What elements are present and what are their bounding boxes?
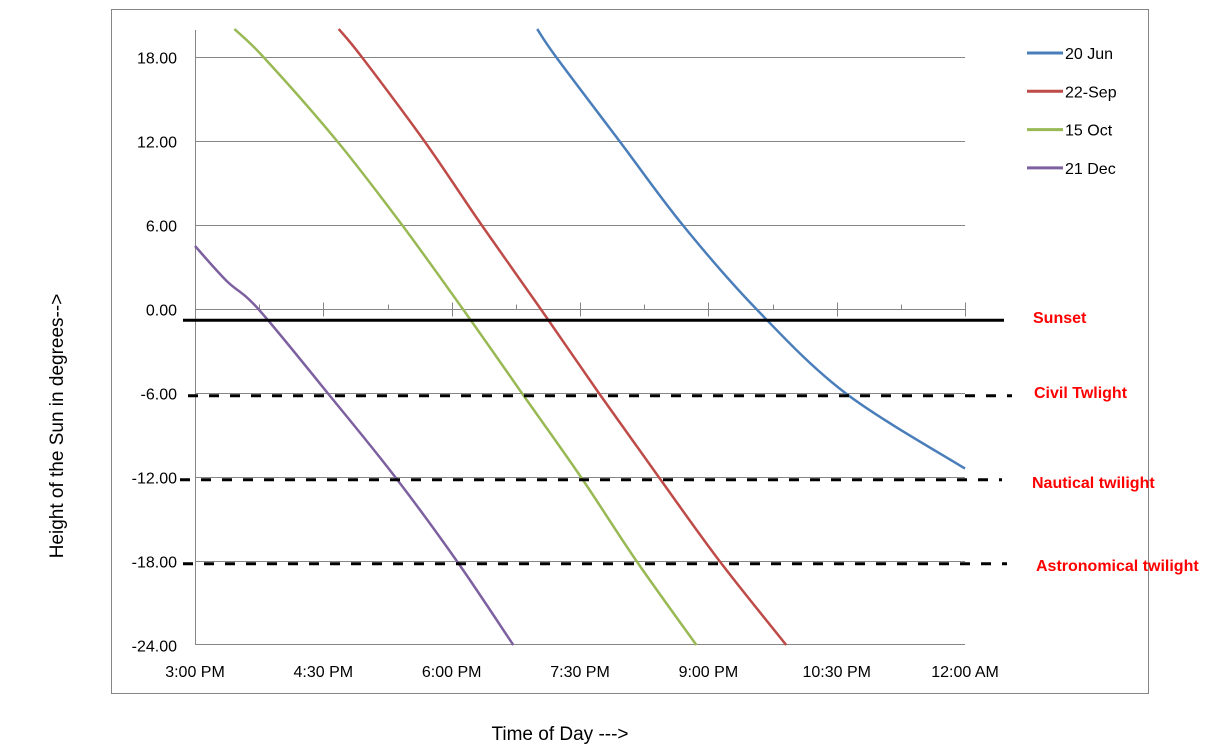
y-tick-label: -6.00 xyxy=(141,387,178,404)
chart-frame xyxy=(111,9,1149,694)
series-line-15-oct xyxy=(233,28,698,646)
y-tick-label: 0.00 xyxy=(146,303,177,320)
x-tick-label: 10:30 PM xyxy=(802,664,870,681)
x-tick-label: 7:30 PM xyxy=(550,664,610,681)
y-tick-label: 12.00 xyxy=(137,135,177,152)
y-tick-label: 18.00 xyxy=(137,51,177,68)
series-line-22-sep xyxy=(337,28,788,646)
x-tick-label: 9:00 PM xyxy=(679,664,739,681)
threshold-label: Astronomical twilight xyxy=(1036,558,1199,575)
threshold-label: Nautical twilight xyxy=(1032,475,1155,492)
threshold-label: Civil Twlight xyxy=(1034,385,1128,402)
x-axis-tick-labels: 3:00 PM 4:30 PM 6:00 PM 7:30 PM 9:00 PM 10:30… xyxy=(165,664,999,681)
series-line-21-dec xyxy=(194,245,515,646)
y-tick-label: -12.00 xyxy=(132,471,177,488)
y-tick-label: -18.00 xyxy=(132,555,177,572)
data-series xyxy=(194,28,966,646)
legend-label: 21 Dec xyxy=(1065,161,1116,178)
legend: 20 Jun 22-Sep 15 Oct 21 Dec xyxy=(1027,46,1117,178)
legend-label: 20 Jun xyxy=(1065,46,1113,63)
legend-label: 22-Sep xyxy=(1065,84,1117,101)
y-tick-label: 6.00 xyxy=(146,219,177,236)
series-line-20-jun xyxy=(536,28,966,470)
y-axis-tick-labels: 18.00 12.00 6.00 0.00 -6.00 -12.00 -18.00 -24.0… xyxy=(132,51,177,656)
y-tick-label: -24.00 xyxy=(132,639,177,656)
x-tick-label: 6:00 PM xyxy=(422,664,482,681)
threshold-lines: Sunset Civil Twlight Nautical twilight Astr… xyxy=(180,310,1199,575)
x-tick-label: 4:30 PM xyxy=(294,664,354,681)
x-axis-title: Time of Day ---> xyxy=(491,724,628,745)
x-tick-label: 3:00 PM xyxy=(165,664,225,681)
threshold-label: Sunset xyxy=(1033,310,1087,327)
legend-label: 15 Oct xyxy=(1065,123,1113,140)
y-axis-title: Height of the Sun in degrees--> xyxy=(47,294,68,559)
x-tick-label: 12:00 AM xyxy=(931,664,999,681)
